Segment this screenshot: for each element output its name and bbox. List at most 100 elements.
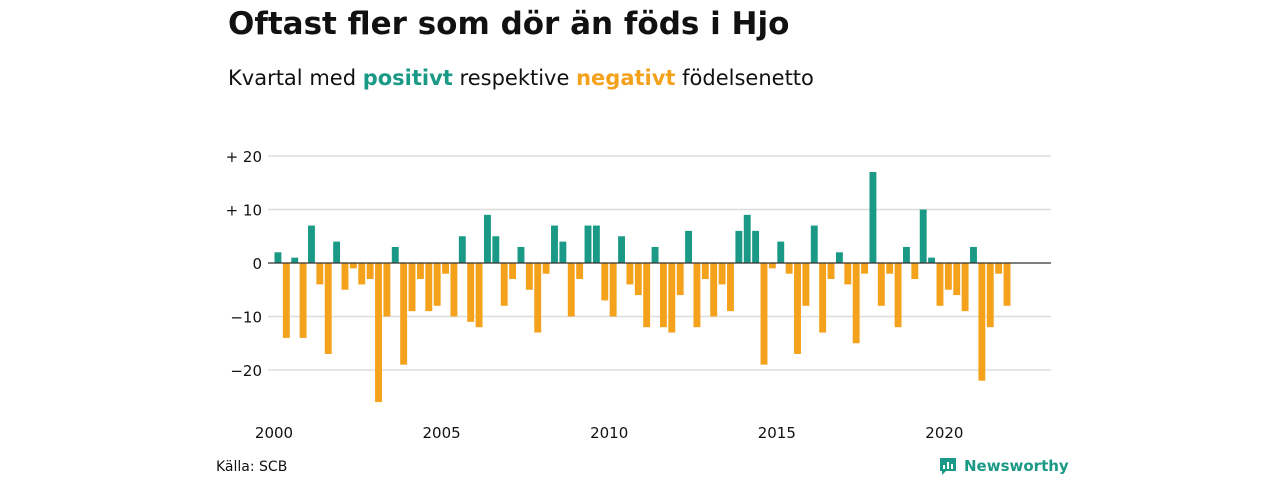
bar-negative	[609, 263, 617, 317]
bar-positive	[735, 230, 743, 263]
bar-positive	[559, 241, 567, 263]
bar-positive	[618, 236, 625, 263]
x-tick-label: 2000	[255, 424, 293, 442]
bar-negative	[676, 263, 684, 296]
bar-negative	[944, 263, 952, 290]
bar-positive	[484, 214, 491, 263]
gridlines	[268, 155, 1051, 371]
bar-negative	[961, 263, 969, 312]
y-tick-label: −20	[230, 362, 262, 380]
bar-negative	[341, 263, 349, 290]
bar-negative	[475, 263, 483, 328]
bar-negative	[626, 263, 634, 285]
bar-negative	[450, 263, 458, 317]
bar-negative	[324, 263, 332, 354]
bar-positive	[777, 241, 785, 263]
bar-positive	[291, 257, 299, 263]
bar-positive	[970, 246, 977, 263]
axes: + 20 + 10 0 −10 −20 2000 2005 2010 2015 2020	[226, 148, 1051, 442]
bar-negative	[601, 263, 609, 301]
bar-positive	[517, 246, 525, 263]
chart-title: Oftast fler som dör än föds i Hjo	[228, 6, 790, 42]
bar-negative	[861, 263, 868, 274]
bar-negative	[760, 263, 768, 365]
bar-negative	[819, 263, 827, 333]
bar-negative	[894, 263, 902, 328]
bar-negative	[701, 263, 709, 280]
bar-negative	[509, 263, 517, 280]
bar-positive	[743, 214, 751, 263]
subtitle-prefix: Kvartal med	[228, 66, 357, 90]
bar-negative	[727, 263, 734, 312]
bar-positive	[835, 252, 843, 263]
bar-negative	[525, 263, 533, 290]
bar-negative	[316, 263, 324, 285]
bar-negative	[400, 263, 408, 365]
x-tick-label: 2020	[925, 424, 963, 442]
bar-negative	[467, 263, 475, 322]
subtitle-suffix: födelsenetto	[682, 66, 814, 90]
bar-positive	[651, 246, 659, 263]
bars	[274, 172, 1011, 403]
bar-negative	[802, 263, 810, 306]
newsworthy-logo-icon	[940, 458, 956, 475]
subtitle-positive-word: positivt	[362, 66, 453, 90]
bar-negative	[659, 263, 667, 328]
bar-negative	[408, 263, 416, 312]
bar-negative	[953, 263, 961, 296]
bar-negative	[643, 263, 651, 328]
x-tick-label: 2005	[423, 424, 461, 442]
bar-negative	[978, 263, 986, 381]
bar-negative	[710, 263, 718, 317]
bar-negative	[768, 263, 776, 269]
brand-logo: Newsworthy	[938, 456, 1069, 476]
bar-negative	[349, 263, 357, 269]
x-tick-label: 2010	[590, 424, 628, 442]
bar-negative	[1003, 263, 1011, 306]
bar-positive	[903, 246, 910, 263]
y-tick-label: + 20	[226, 148, 262, 166]
bar-negative	[693, 263, 701, 328]
bar-negative	[542, 263, 550, 274]
bar-negative	[794, 263, 801, 354]
x-tick-label: 2015	[758, 424, 796, 442]
bar-negative	[936, 263, 944, 306]
bar-positive	[869, 172, 877, 263]
bar-positive	[492, 236, 500, 263]
bar-negative	[500, 263, 508, 306]
y-tick-label: 0	[252, 255, 262, 273]
brand-name: Newsworthy	[964, 457, 1069, 475]
bar-negative	[433, 263, 441, 306]
bar-negative	[785, 263, 793, 274]
bar-negative	[886, 263, 894, 274]
bar-positive	[333, 241, 341, 263]
bar-positive	[919, 209, 927, 263]
bar-negative	[668, 263, 676, 333]
bar-negative	[383, 263, 391, 317]
bar-positive	[592, 225, 600, 263]
bar-positive	[274, 252, 282, 263]
bar-positive	[308, 225, 315, 263]
bar-negative	[911, 263, 919, 280]
bar-negative	[995, 263, 1003, 274]
bar-negative	[366, 263, 374, 280]
bar-negative	[442, 263, 449, 274]
bar-positive	[810, 225, 818, 263]
bar-negative	[375, 263, 382, 403]
y-tick-label: + 10	[226, 202, 262, 220]
bar-negative	[299, 263, 307, 338]
subtitle-middle: respektive	[459, 66, 570, 90]
bar-positive	[584, 225, 592, 263]
subtitle-negative-word: negativt	[576, 66, 676, 90]
bar-positive	[752, 230, 760, 263]
bar-negative	[634, 263, 642, 296]
bar-negative	[534, 263, 542, 333]
bar-negative	[844, 263, 852, 285]
bar-negative	[567, 263, 575, 317]
bar-negative	[358, 263, 366, 285]
bar-chart: + 20 + 10 0 −10 −20 2000 2005 2010 2015 2020	[226, 148, 1051, 442]
bar-positive	[391, 246, 399, 263]
bar-negative	[827, 263, 835, 280]
bar-negative	[986, 263, 994, 328]
bar-positive	[928, 257, 936, 263]
